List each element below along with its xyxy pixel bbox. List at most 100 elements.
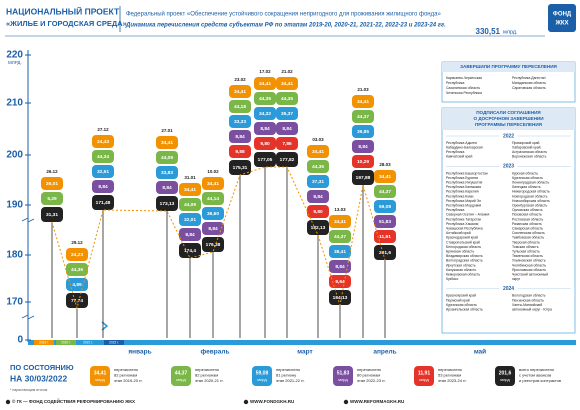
- stage-tag-label: 34,41: [312, 149, 324, 155]
- stage-tag-label: 44,35: [259, 96, 271, 102]
- footer-text: WWW.FONDGKH.RU: [250, 399, 294, 404]
- stage-tag-label: 59,08: [379, 204, 391, 210]
- stage-tag: [254, 122, 276, 135]
- stage-tag: [156, 181, 178, 194]
- stage-tag: [374, 185, 396, 198]
- stage-tag: [66, 248, 88, 261]
- total-tag: [202, 237, 224, 252]
- panel-box: [441, 107, 576, 334]
- region: Орловская область: [512, 208, 543, 212]
- stage-tag-label: 34,41: [379, 174, 391, 180]
- stage-tag-label: 11,91: [379, 234, 391, 240]
- panel-title: ПРОГРАММЫ ПЕРЕСЕЛЕНИЯ: [475, 122, 542, 127]
- region: Саратовская область: [512, 86, 546, 90]
- y-tick-label: 180: [6, 250, 23, 261]
- stage-tag: [66, 263, 88, 276]
- legend-amount: 11,91: [418, 370, 430, 376]
- legend-text: и реестров контрактов: [519, 378, 561, 383]
- region: Пензенская область: [512, 298, 544, 302]
- group-year: 2023: [503, 164, 514, 170]
- stage-tag-label: 9,88: [235, 149, 245, 155]
- stage-tag: [276, 77, 298, 90]
- region: Кузбасс: [446, 277, 459, 281]
- legend-text: 82 регионам: [195, 373, 218, 378]
- stage-tag-label: 44,09: [184, 202, 196, 208]
- total-tag: [374, 245, 396, 260]
- column-date: 27.01: [161, 128, 173, 133]
- legend-text: 82 регионам: [114, 373, 137, 378]
- stage-tag: [229, 145, 251, 158]
- panel-title: ЗАВЕРШИЛИ ПРОГРАММУ ПЕРЕСЕЛЕНИЯ: [460, 64, 557, 69]
- region: Красноярский край: [446, 294, 476, 298]
- y-tick-label: 190: [6, 200, 23, 211]
- stage-tag: [276, 137, 298, 150]
- stage-tag: [352, 155, 374, 168]
- total-tag: [66, 293, 88, 308]
- total-tag: [179, 243, 201, 258]
- stage-tag-label: 5,29: [47, 196, 57, 202]
- region: Ханты-Мансийский: [512, 303, 542, 307]
- stage-tag-label: 8,84: [208, 226, 218, 232]
- stage-tag: [179, 228, 201, 241]
- stage-tag-label: 4,89: [72, 282, 82, 288]
- stage-tag: [179, 198, 201, 211]
- column-date: 10.02: [207, 169, 219, 174]
- stage-tag: [352, 125, 374, 138]
- status: ПО СОСТОЯНИЮ: [10, 363, 74, 372]
- stage-tag-label: 44,14: [207, 196, 219, 202]
- region: Чеченская Республика: [446, 91, 482, 95]
- stage-tag-label: 38,41: [334, 249, 346, 255]
- column-date: 03.03: [312, 137, 324, 142]
- region: автономный округ - Югра: [512, 307, 552, 311]
- stage-tag: [307, 190, 329, 203]
- stage-tag: [202, 192, 224, 205]
- region: Тульская область: [512, 249, 540, 253]
- total-tag-label: 174,4: [184, 248, 196, 254]
- legend-amount: 44,37: [175, 370, 188, 376]
- region: Кемеровская область: [446, 272, 480, 276]
- legend-amount: 59,08: [256, 370, 269, 376]
- project-title: НАЦИОНАЛЬНЫЙ ПРОЕКТ: [6, 5, 120, 16]
- stage-tag: [156, 166, 178, 179]
- stage-tag-label: 10,29: [357, 159, 369, 165]
- stage-tag-label: 44,34: [97, 154, 109, 160]
- panel-header: [442, 62, 575, 72]
- legend-text: всего перечислено: [519, 367, 555, 372]
- stage-tag: [307, 175, 329, 188]
- stage-tag: [307, 145, 329, 158]
- month-label: февраль: [201, 349, 230, 356]
- region: Республика: [446, 208, 464, 212]
- group-year: 2022: [503, 133, 514, 139]
- year-label: 2019 г.: [39, 340, 49, 344]
- region: Ульяновская область: [512, 259, 546, 263]
- legend-text: 80 регионам: [357, 373, 380, 378]
- region: Ленинградская область: [512, 180, 549, 184]
- legend-text: этап 2023-24 гг.: [438, 378, 467, 383]
- region: Кабардино-Балкарская: [446, 145, 483, 149]
- stage-tag: [374, 215, 396, 228]
- stage-tag: [229, 130, 251, 143]
- total-tag-label: 197,88: [356, 175, 371, 181]
- trend-line: [51, 166, 386, 310]
- y-tick-label: 210: [6, 98, 23, 109]
- region: Брянская область: [446, 249, 474, 253]
- region: Ставропольский край: [446, 240, 480, 244]
- region: Республика: [446, 150, 464, 154]
- region: Республика Мордовия: [446, 203, 481, 207]
- title: Федеральный проект «Обеспечение устойчив…: [126, 11, 441, 18]
- axis-break: [21, 314, 35, 320]
- stage-tag-label: 44,18: [234, 104, 246, 110]
- stage-tag-label: 33,33: [234, 119, 246, 125]
- stage-tag: [329, 215, 351, 228]
- stage-tag-label: 44,37: [334, 234, 346, 240]
- region: Чувашская Республика: [446, 226, 483, 230]
- year-label: 2020 г.: [61, 340, 71, 344]
- content: НАЦИОНАЛЬНЫЙ ПРОЕКТ «ЖИЛЬЕ И ГОРОДСКАЯ СР…: [5, 5, 576, 405]
- footer-icon: [243, 399, 249, 405]
- stage-tag-label: 8,84: [235, 134, 245, 140]
- y-tick-label: 220: [6, 50, 23, 61]
- legend-unit: млрд: [500, 377, 510, 382]
- stage-tag-label: 44,37: [357, 114, 369, 120]
- stage-tag: [329, 245, 351, 258]
- region: Республика Хакасия: [446, 222, 478, 226]
